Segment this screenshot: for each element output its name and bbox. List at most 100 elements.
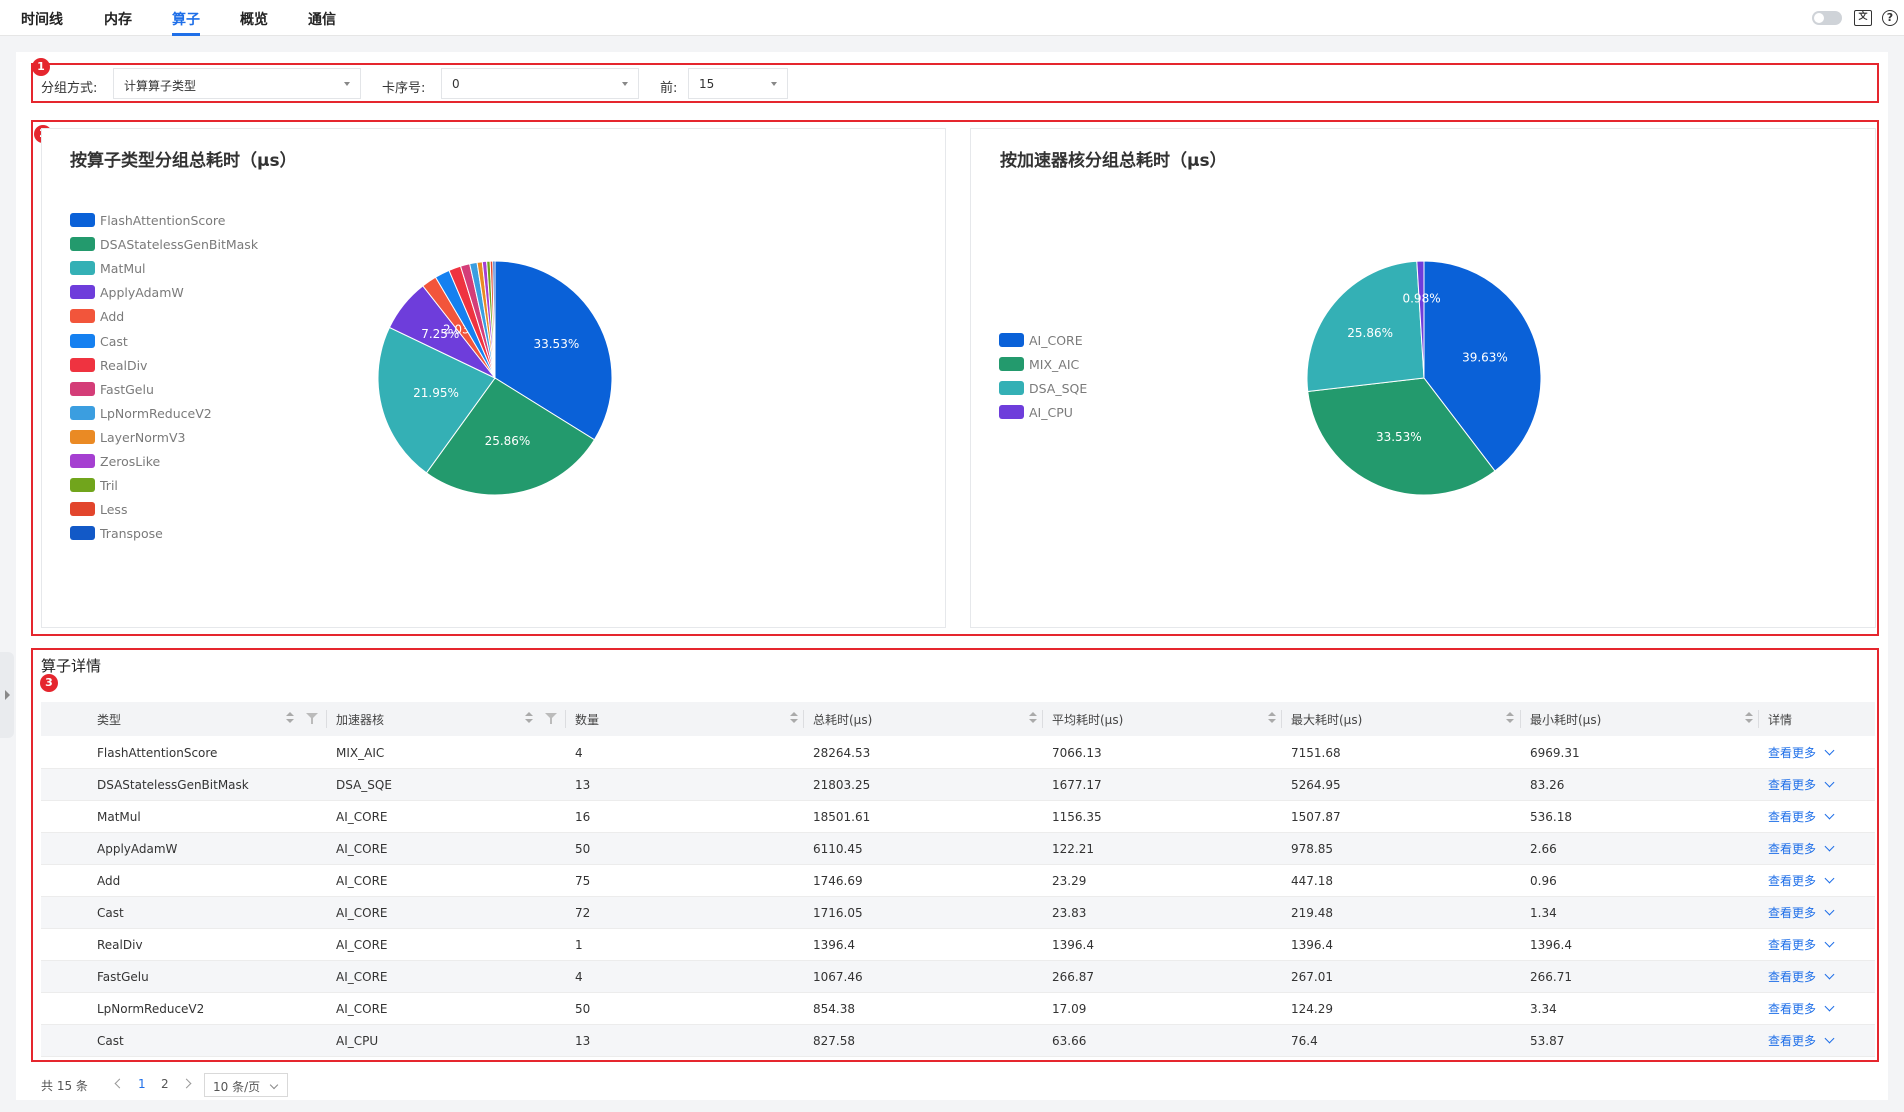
table-cell: 1746.69 <box>813 874 863 888</box>
table-cell: 536.18 <box>1530 810 1572 824</box>
pie-slice-matmul[interactable] <box>377 326 496 474</box>
theme-toggle-switch[interactable] <box>1812 11 1842 25</box>
pie-slice-transpose[interactable] <box>492 260 496 379</box>
column-divider[interactable] <box>1758 710 1759 728</box>
legend-item-cast[interactable]: Cast <box>70 333 128 349</box>
legend-item-add[interactable]: Add <box>70 309 124 324</box>
view-more-label: 查看更多 <box>1768 1002 1817 1016</box>
sort-icon[interactable] <box>1745 712 1753 724</box>
top-n-label: 前: <box>660 81 678 96</box>
pie-slice-dsastatelessgenbitmask[interactable] <box>425 377 596 496</box>
legend-item-mix-aic[interactable]: MIX_AIC <box>999 357 1079 372</box>
table-cell: 75 <box>575 874 591 888</box>
column-divider[interactable] <box>803 710 804 728</box>
column-divider[interactable] <box>1520 710 1521 728</box>
view-more-link[interactable]: 查看更多 <box>1768 737 1835 769</box>
legend-item-matmul[interactable]: MatMul <box>70 261 146 276</box>
legend-item-flashattentionscore[interactable]: FlashAttentionScore <box>70 213 225 228</box>
table-cell: 1396.4 <box>1291 938 1333 952</box>
sort-icon[interactable] <box>1268 712 1276 724</box>
table-cell: AI_CORE <box>336 842 388 856</box>
pager-page-2[interactable]: 2 <box>161 1077 169 1091</box>
column-divider[interactable] <box>1281 710 1282 728</box>
section-badge-1: 1 <box>32 58 50 76</box>
legend-label: FlashAttentionScore <box>100 213 226 228</box>
page-size-select[interactable]: 10 条/页 <box>204 1073 288 1097</box>
table-row: ApplyAdamW AI_CORE 50 6110.45 122.21 978.85 2.… <box>41 833 1875 865</box>
column-header-6[interactable]: 最小耗时(µs) <box>1530 713 1602 727</box>
sort-icon[interactable] <box>1029 712 1037 724</box>
tab-operator[interactable]: 算子 <box>172 12 200 28</box>
legend-item-layernormv3[interactable]: LayerNormV3 <box>70 429 185 445</box>
column-header-3[interactable]: 总耗时(µs) <box>813 713 873 727</box>
column-divider[interactable] <box>326 710 327 728</box>
filter-icon[interactable] <box>545 713 557 724</box>
column-divider[interactable] <box>1042 710 1043 728</box>
legend-item-dsa-sqe[interactable]: DSA_SQE <box>999 381 1087 396</box>
pie-chart-accelerator-core: 39.63% 33.53% 25.86% 0.98% <box>1306 260 1542 496</box>
pie-percent-label: 39.63% <box>1462 350 1508 364</box>
view-more-link[interactable]: 查看更多 <box>1768 833 1835 865</box>
help-icon[interactable]: ? <box>1882 10 1898 26</box>
legend-swatch <box>70 478 95 493</box>
group-by-select[interactable]: 计算算子类型 <box>113 68 361 99</box>
view-more-link[interactable]: 查看更多 <box>1768 961 1835 993</box>
legend-item-applyadamw[interactable]: ApplyAdamW <box>70 285 184 300</box>
view-more-link[interactable]: 查看更多 <box>1768 897 1835 929</box>
top-n-select[interactable]: 15 <box>688 68 788 99</box>
view-more-link[interactable]: 查看更多 <box>1768 769 1835 801</box>
tab-timeline[interactable]: 时间线 <box>21 12 63 28</box>
chevron-down-icon <box>344 82 350 86</box>
pie-slice-dsa-sqe[interactable] <box>1306 260 1425 393</box>
legend-item-lpnormreducev2[interactable]: LpNormReduceV2 <box>70 405 212 421</box>
pager-page-1[interactable]: 1 <box>138 1077 146 1091</box>
language-icon[interactable]: 文 <box>1854 10 1872 26</box>
sort-icon[interactable] <box>286 712 294 724</box>
tab-communication[interactable]: 通信 <box>308 12 336 28</box>
page-size-value: 10 条/页 <box>213 1080 261 1094</box>
pie-slice-mix-aic[interactable] <box>1307 377 1496 496</box>
legend-label: MatMul <box>100 261 146 277</box>
sort-icon[interactable] <box>790 712 798 724</box>
legend-item-ai-cpu[interactable]: AI_CPU <box>999 405 1073 420</box>
pie-slice-flashattentionscore[interactable] <box>494 260 613 441</box>
filter-icon[interactable] <box>306 713 318 724</box>
legend-item-ai-core[interactable]: AI_CORE <box>999 333 1083 348</box>
legend-swatch <box>70 309 95 324</box>
pie-slice-ai-core[interactable] <box>1423 260 1542 472</box>
pie-percent-label: 33.53% <box>533 337 579 351</box>
table-cell: 1507.87 <box>1291 810 1341 824</box>
column-header-5[interactable]: 最大耗时(µs) <box>1291 713 1363 727</box>
legend-item-less[interactable]: Less <box>70 502 127 517</box>
sidebar-expand-handle[interactable] <box>0 652 14 738</box>
column-header-2[interactable]: 数量 <box>575 713 600 727</box>
view-more-link[interactable]: 查看更多 <box>1768 993 1835 1025</box>
legend-item-realdiv[interactable]: RealDiv <box>70 357 147 373</box>
view-more-link[interactable]: 查看更多 <box>1768 801 1835 833</box>
sort-icon[interactable] <box>1506 712 1514 724</box>
legend-item-fastgelu[interactable]: FastGelu <box>70 381 154 397</box>
rank-select[interactable]: 0 <box>441 68 639 99</box>
tab-memory[interactable]: 内存 <box>104 12 132 28</box>
pager-total: 共 15 条 <box>41 1079 88 1093</box>
table-cell: 23.83 <box>1052 906 1087 920</box>
table-row: Cast AI_CPU 13 827.58 63.66 76.4 53.87 查看更多 <box>41 1025 1875 1057</box>
view-more-link[interactable]: 查看更多 <box>1768 1025 1835 1057</box>
legend-item-transpose[interactable]: Transpose <box>70 526 163 541</box>
column-divider[interactable] <box>565 710 566 728</box>
chart-section-highlight <box>31 120 1879 636</box>
chevron-down-icon <box>1824 809 1835 820</box>
table-cell: 6969.31 <box>1530 746 1580 760</box>
legend-item-zeroslike[interactable]: ZerosLike <box>70 454 160 469</box>
table-cell: 266.71 <box>1530 970 1572 984</box>
view-more-link[interactable]: 查看更多 <box>1768 929 1835 961</box>
sort-icon[interactable] <box>525 712 533 724</box>
column-header-4[interactable]: 平均耗时(µs) <box>1052 713 1124 727</box>
pie-slice-ai-cpu[interactable] <box>1416 260 1425 379</box>
column-header-0[interactable]: 类型 <box>97 713 122 727</box>
column-header-1[interactable]: 加速器核 <box>336 713 385 727</box>
legend-item-dsastatelessgenbitmask[interactable]: DSAStatelessGenBitMask <box>70 237 258 252</box>
view-more-link[interactable]: 查看更多 <box>1768 865 1835 897</box>
tab-summary[interactable]: 概览 <box>240 12 268 28</box>
legend-item-tril[interactable]: Tril <box>70 478 118 493</box>
